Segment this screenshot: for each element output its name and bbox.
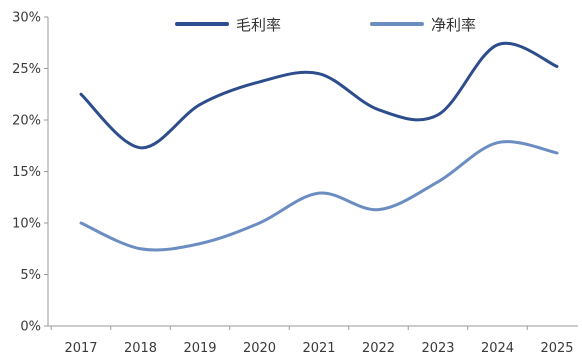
x-tick-label: 2020: [243, 341, 276, 356]
x-tick-label: 2022: [362, 341, 395, 356]
legend: 毛利率 净利率: [175, 16, 476, 34]
x-tick-label: 2019: [183, 341, 216, 356]
x-tick-label: 2025: [540, 341, 573, 356]
series-line-gross-margin: [79, 41, 559, 150]
chart-axes: [47, 17, 578, 327]
y-tick-label: 0%: [20, 320, 41, 335]
x-tick-label: 2023: [421, 341, 454, 356]
legend-item-net-margin: 净利率: [370, 16, 476, 34]
x-tick-label: 2018: [124, 341, 157, 356]
legend-label-gross-margin: 毛利率: [236, 16, 281, 34]
y-tick-label: 15%: [12, 165, 41, 180]
y-axis-ticks: 0% 5% 10% 15% 20% 25% 30%: [12, 11, 48, 335]
y-tick-label: 10%: [12, 217, 41, 232]
y-tick-label: 20%: [12, 114, 41, 129]
y-tick-label: 30%: [12, 11, 41, 26]
series-line-net-margin: [79, 140, 559, 252]
series-lines: [79, 41, 559, 252]
legend-label-net-margin: 净利率: [431, 16, 476, 34]
x-axis-ticks: 2017 2018 2019 2020 2021 2022 2023 2024 2025: [50, 326, 574, 356]
x-tick-label: 2024: [481, 341, 514, 356]
y-tick-label: 25%: [12, 62, 41, 77]
x-tick-label: 2017: [64, 341, 97, 356]
legend-item-gross-margin: 毛利率: [175, 16, 281, 34]
x-tick-label: 2021: [302, 341, 335, 356]
y-tick-label: 5%: [20, 268, 41, 283]
